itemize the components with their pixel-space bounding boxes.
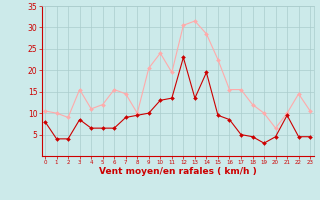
X-axis label: Vent moyen/en rafales ( km/h ): Vent moyen/en rafales ( km/h )	[99, 167, 256, 176]
